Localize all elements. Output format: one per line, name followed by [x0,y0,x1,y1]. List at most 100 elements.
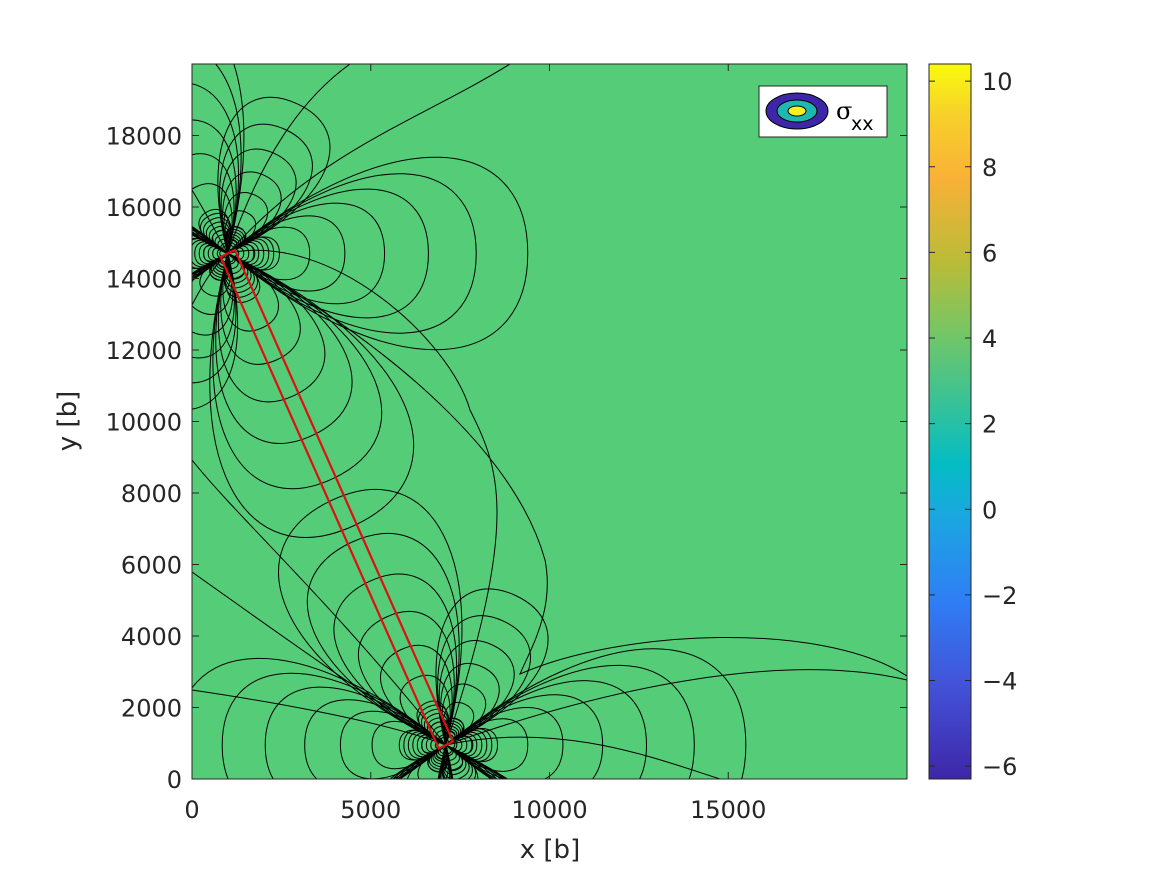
contour-line [278,489,463,746]
y-tick-label: 2000 [121,695,182,723]
contour-line [227,64,351,254]
contour-line [227,253,907,677]
contour-line [192,119,237,255]
contour-line [202,217,232,255]
contour-line [192,571,447,746]
y-tick-label: 6000 [121,552,182,580]
contour-line [192,252,233,315]
contour-line [440,744,491,779]
contour-lines [192,64,907,779]
contour-line [220,148,297,255]
contour-line [406,744,451,779]
contour-line [192,657,447,779]
y-axis: 0 2000 4000 6000 8000 10000 12000 14000 16000 180… [106,123,907,794]
contour-line [209,252,415,538]
x-tick-label: 5000 [340,796,401,824]
contour-line [192,253,229,306]
contour-line [226,156,529,351]
contour-line [427,744,449,773]
contour-line [445,664,695,779]
contour-line [192,64,245,255]
contour-line [222,252,279,332]
contour-line [438,640,515,746]
legend: σ xx [758,85,888,138]
colorbar-tick-label: 10 [982,68,1013,96]
contour-line [227,64,511,254]
colorbar-tick-label: −4 [982,668,1017,696]
x-tick-label: 10000 [511,796,587,824]
colorbar-tick-label: 4 [982,325,997,353]
x-axis: 0 5000 10000 15000 [184,64,766,824]
y-tick-label: 4000 [121,623,182,651]
contour-line [441,683,487,746]
contour-line [192,64,242,255]
contour-line [214,234,230,255]
contour-line [227,249,498,746]
contour-line [333,573,458,746]
contour-line [223,252,258,298]
contour-line [441,744,477,779]
contour-line [221,672,447,779]
contour-line [208,225,231,255]
contour-line [226,188,429,319]
colorbar-tick-label: 0 [982,496,997,524]
colorbar [928,63,972,780]
y-axis-label: y [b] [53,391,83,451]
contour-line [441,744,473,779]
contour-line [215,252,353,444]
contour-line [437,615,531,746]
legend-subscript: xx [851,113,874,135]
y-tick-label: 8000 [121,480,182,508]
contour-line [211,230,231,255]
contour-line [435,588,549,746]
contour-line [219,123,313,255]
contour-line [222,171,282,255]
contour-line [205,221,232,255]
contour-line [192,189,229,254]
colorbar-tick-label: 2 [982,411,997,439]
contour-line [220,252,301,365]
x-tick-label: 0 [184,796,199,824]
contour-line [442,717,465,746]
contour-line [192,252,237,384]
y-tick-label: 12000 [106,337,182,365]
x-tick-label: 15000 [690,796,766,824]
y-tick-label: 14000 [106,266,182,294]
contour-line [306,532,460,746]
contour-fill [192,64,907,779]
colorbar-tick-label: −2 [982,582,1017,610]
contour-line [445,680,647,779]
contour-line [192,252,235,359]
colorbar-tick-label: 8 [982,154,997,182]
contour-line [200,213,232,255]
contour-line [217,252,326,403]
contour-line [224,210,257,255]
colorbar-ticks: −6 −4 −2 0 2 4 6 8 10 [929,68,1017,781]
colorbar-tick-label: −6 [982,753,1017,781]
contour-line [192,83,240,255]
slip-region-outline [219,248,455,751]
x-axis-label: x [b] [520,835,580,865]
contour-line [212,252,383,490]
y-tick-label: 18000 [106,123,182,151]
y-tick-label: 0 [167,766,182,794]
contour-line [445,736,721,779]
contour-line [209,252,231,281]
contour-line [445,706,564,779]
contour-line [192,459,447,746]
contour-line [445,648,747,779]
contour-line [400,744,452,779]
contour-line [264,686,447,779]
contour-line [358,611,455,746]
contour-line [192,252,239,410]
contour-line [192,689,447,746]
legend-symbol: σ [836,97,852,125]
contour-line [226,173,477,334]
contour-line [417,744,450,779]
colorbar-tick-label: 6 [982,239,997,267]
contour-line [440,662,500,746]
contour-line [217,96,331,255]
contour-line [445,669,907,746]
legend-contour-icon [765,92,829,130]
